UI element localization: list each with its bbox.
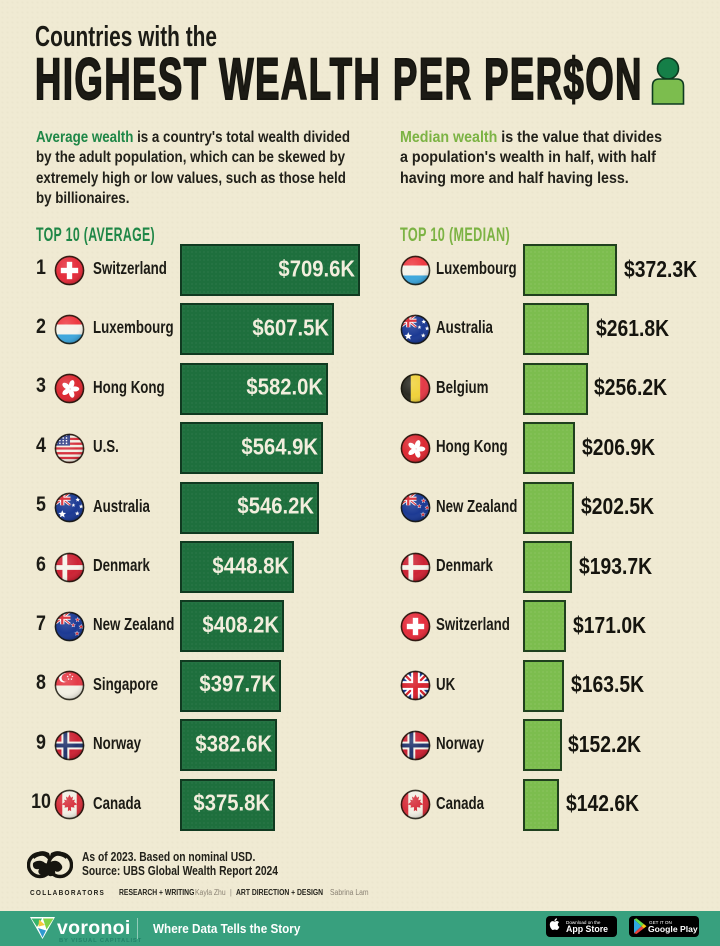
svg-text:Download on the: Download on the bbox=[566, 920, 601, 925]
svg-text:GET IT ON: GET IT ON bbox=[649, 920, 672, 925]
svg-text:Google Play: Google Play bbox=[648, 924, 698, 934]
svg-text:App Store: App Store bbox=[566, 924, 608, 934]
